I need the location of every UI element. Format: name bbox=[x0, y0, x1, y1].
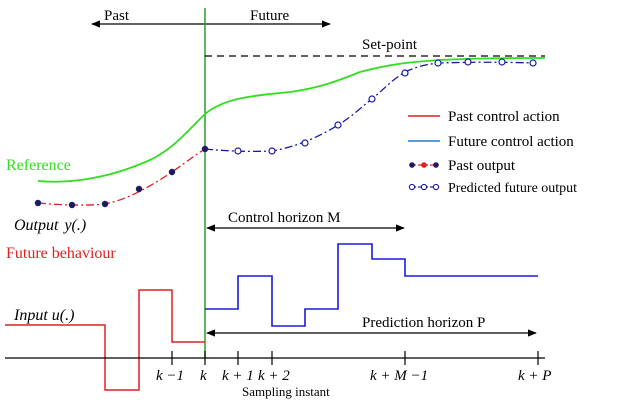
legend-swatch-past-output bbox=[409, 162, 439, 168]
future-behaviour-label: Future behaviour bbox=[6, 245, 116, 262]
legend-label-past-control: Past control action bbox=[448, 109, 560, 125]
input-label: Input u(.) bbox=[13, 307, 74, 324]
past-output-point bbox=[168, 168, 176, 176]
past-control-action bbox=[5, 289, 205, 391]
tick-label-k-plus-m-minus-1: k + M −1 bbox=[370, 368, 428, 384]
future-control-action bbox=[205, 243, 538, 327]
predicted-output-point bbox=[498, 58, 506, 66]
tick-label-k-plus-p: k + P bbox=[518, 368, 551, 384]
prediction-horizon-label: Prediction horizon P bbox=[362, 315, 485, 331]
past-label: Past bbox=[104, 8, 130, 24]
predicted-output-point bbox=[401, 69, 409, 77]
tick-label-k-plus-2: k + 2 bbox=[258, 368, 290, 384]
tick-label-k: k bbox=[200, 368, 207, 384]
predicted-output-point bbox=[301, 139, 309, 147]
tick-label-k-minus-1: k −1 bbox=[156, 368, 184, 384]
reference-curve bbox=[37, 57, 546, 183]
sampling-instant-label: Sampling instant bbox=[242, 384, 330, 399]
past-output-point bbox=[101, 200, 109, 208]
time-axis-ticks bbox=[171, 351, 539, 365]
legend-swatch-predicted-output bbox=[408, 183, 440, 191]
predicted-output-point bbox=[334, 121, 342, 129]
legend-label-past-output: Past output bbox=[448, 158, 516, 174]
predicted-output-point bbox=[434, 59, 442, 67]
legend-label-predicted-output: Predicted future output bbox=[448, 181, 577, 196]
predicted-output-point bbox=[464, 58, 472, 66]
future-label: Future bbox=[250, 8, 290, 24]
reference-label: Reference bbox=[6, 157, 71, 174]
predicted-output-point bbox=[234, 147, 242, 155]
predicted-output-point bbox=[529, 59, 537, 67]
predicted-output-point bbox=[368, 95, 376, 103]
legend: Past control action Future control actio… bbox=[408, 109, 577, 196]
set-point-label: Set-point bbox=[362, 37, 418, 53]
legend-label-future-control: Future control action bbox=[448, 134, 574, 150]
control-horizon-label: Control horizon M bbox=[228, 210, 341, 226]
past-output-point bbox=[135, 185, 143, 193]
predicted-output-point bbox=[268, 147, 276, 155]
output-label: Output y(.) bbox=[14, 217, 86, 234]
predicted-output-points bbox=[234, 58, 537, 155]
past-output-point bbox=[68, 201, 76, 209]
past-output-point bbox=[34, 199, 42, 207]
tick-label-k-plus-1: k + 1 bbox=[222, 368, 254, 384]
